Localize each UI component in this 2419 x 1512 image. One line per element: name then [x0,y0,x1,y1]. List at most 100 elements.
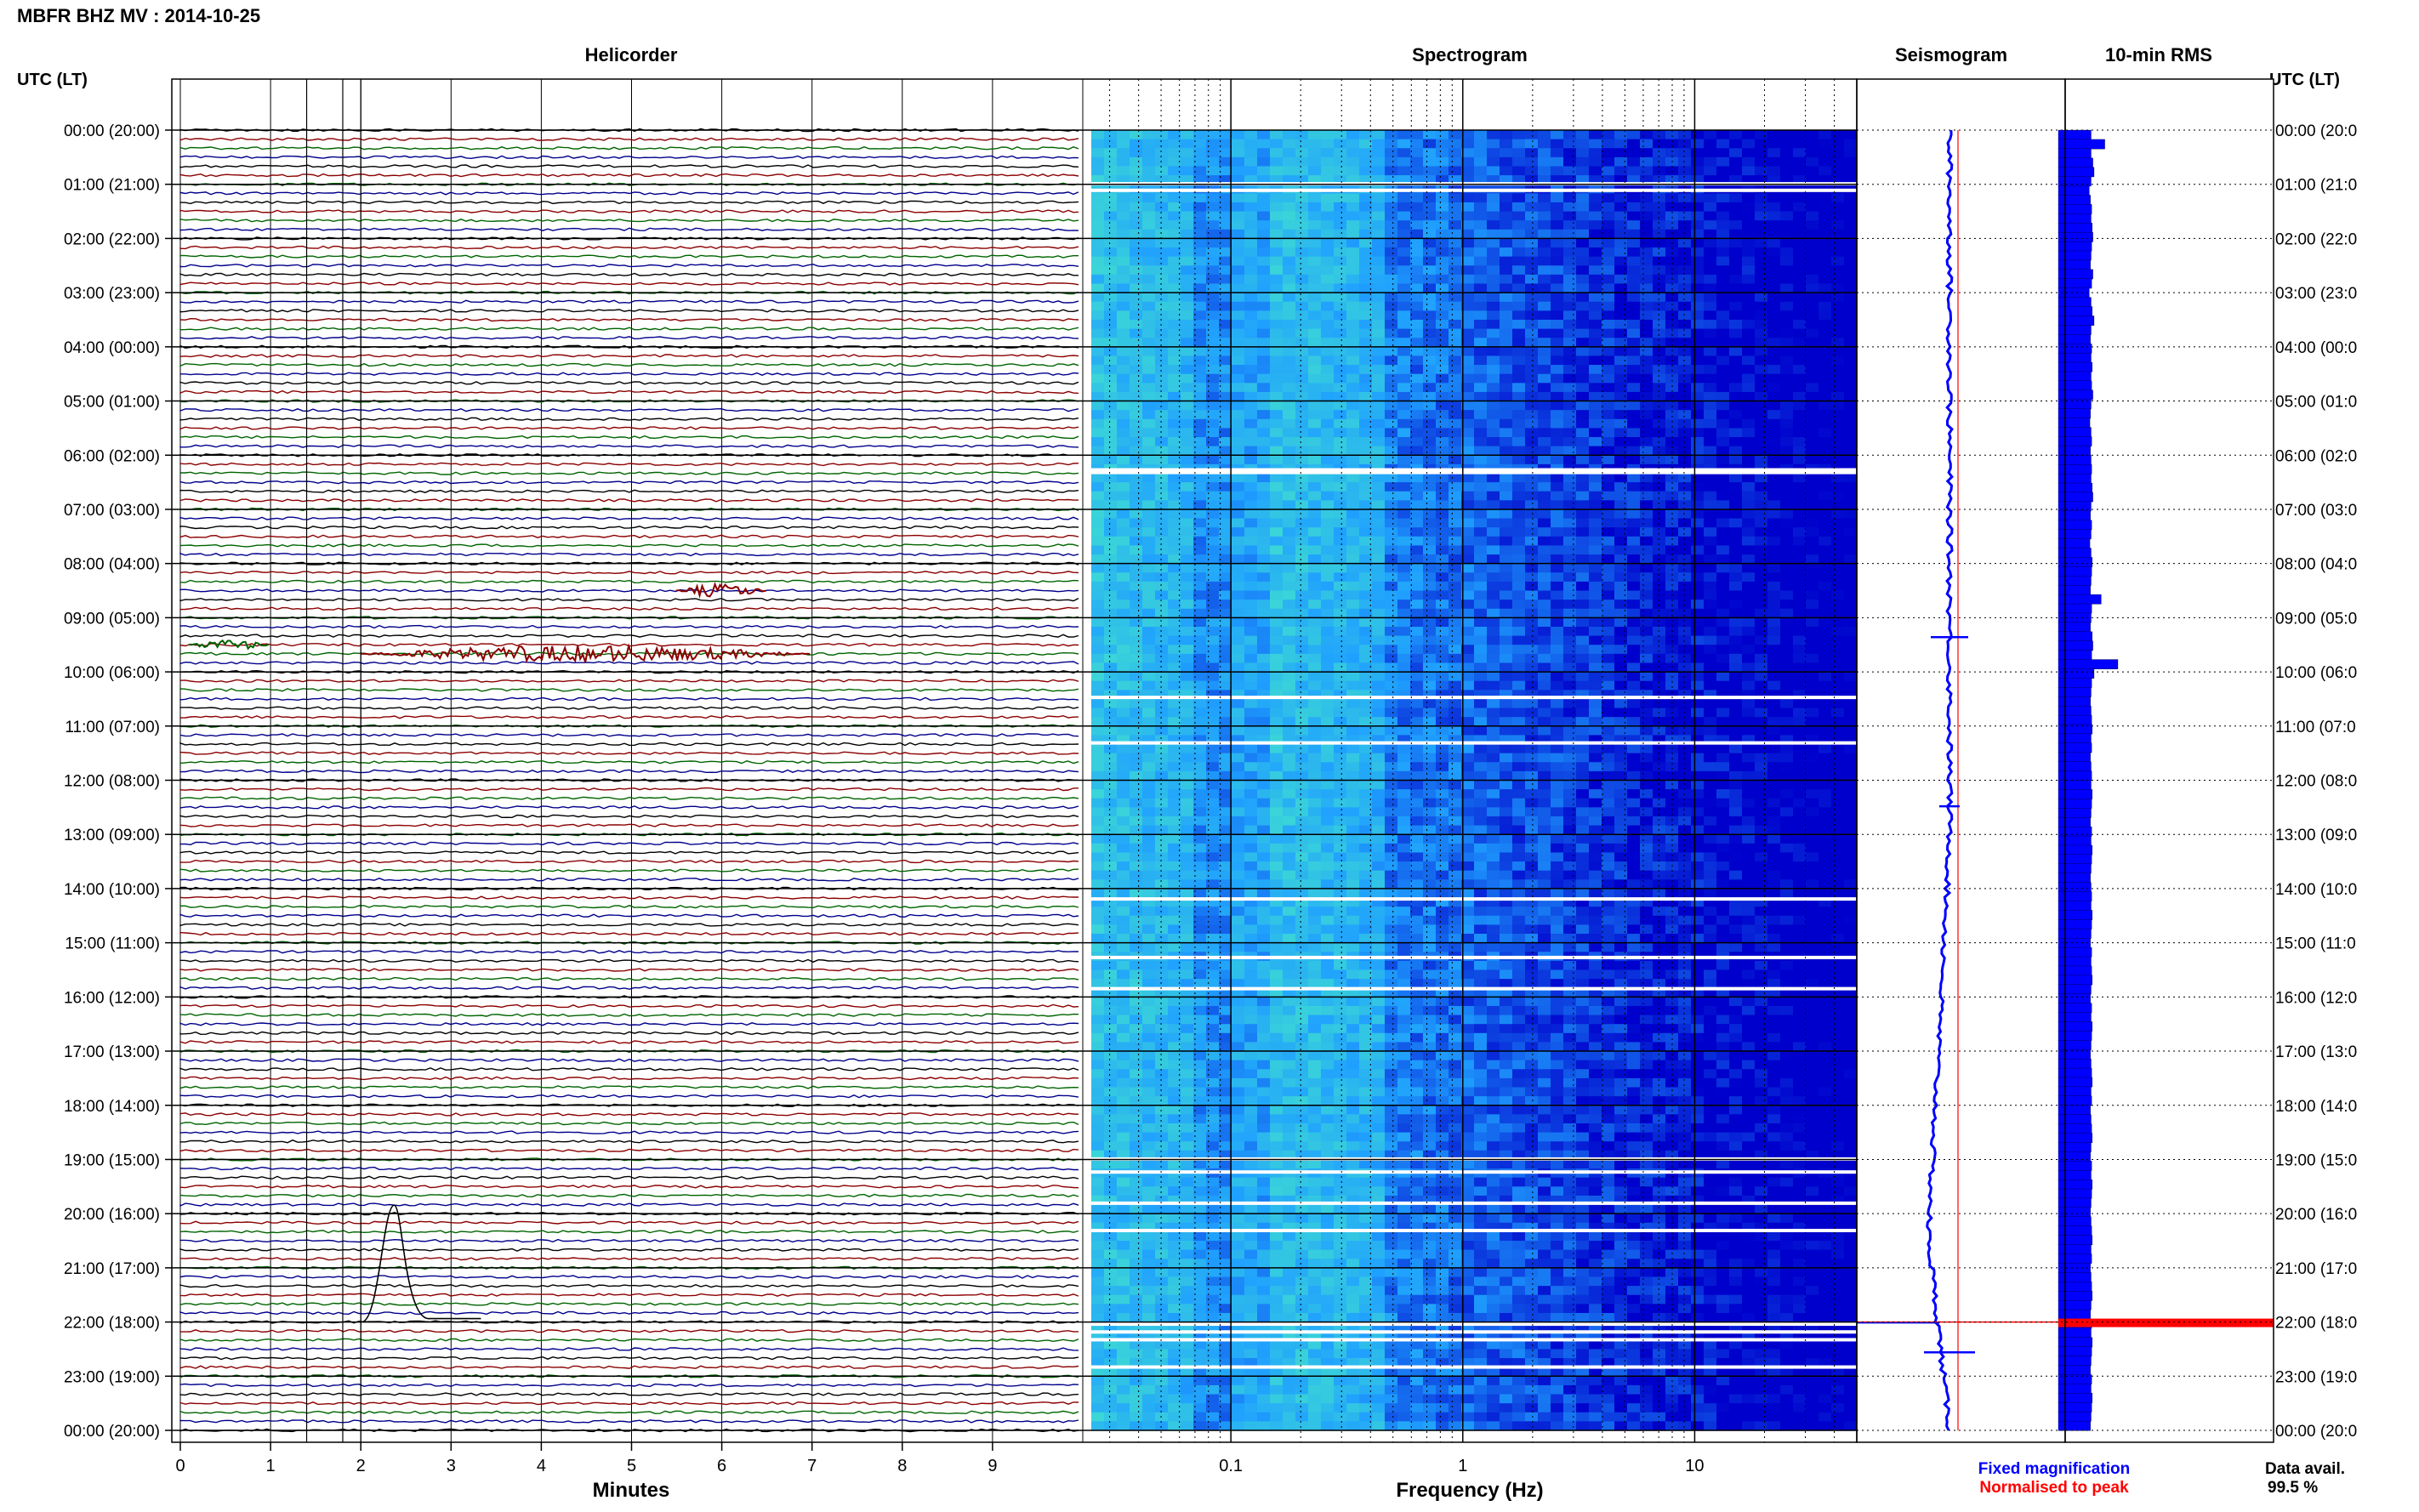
spectrogram-cell [1653,211,1666,221]
spectrogram-cell [1130,635,1143,645]
spectrogram-cell [1806,708,1819,718]
spectrogram-cell [1704,725,1717,736]
spectrogram-cell [1372,383,1386,393]
spectrogram-cell [1525,365,1539,375]
spectrogram-cell [1104,401,1118,411]
spectrogram-cell [1181,328,1194,338]
spectrogram-cell [1767,717,1781,727]
spectrogram-cell [1831,139,1845,149]
spectrogram-cell [1219,156,1232,168]
spectrogram-cell [1359,735,1373,745]
spectrogram-cell [1691,816,1705,827]
spectrogram-cell [1130,211,1143,221]
spectrogram-cell [1168,879,1181,890]
spectrogram-cell [1678,247,1692,258]
spectrogram-cell [1576,247,1590,258]
spectrogram-cell [1436,428,1449,438]
spectrogram-cell [1576,852,1590,862]
spectrogram-cell [1257,202,1271,213]
spectrogram-cell [1806,166,1819,176]
spectrogram-cell [1359,247,1373,258]
spectrogram-cell [1767,770,1781,782]
spectrogram-cell [1283,725,1296,736]
spectrogram-cell [1283,193,1296,203]
spectrogram-cell [1474,770,1488,782]
spectrogram-cell [1359,401,1373,411]
spectrogram-cell [1283,744,1296,754]
spectrogram-cell [1538,247,1551,258]
spectrogram-cell [1181,156,1194,168]
spectrogram-cell [1665,735,1679,745]
spectrogram-cell [1512,789,1526,799]
spectrogram-cell [1206,473,1220,483]
spectrogram-cell [1551,770,1564,782]
spectrogram-cell [1614,383,1628,393]
spectrogram-cell [1614,572,1628,583]
spectrogram-cell [1308,130,1322,140]
spectrogram-cell [1704,617,1717,628]
spectrogram-cell [1627,635,1641,645]
spectrogram-cell [1295,563,1309,573]
spectrogram-cell [1130,274,1143,285]
spectrogram-cell [1793,816,1807,827]
spectrogram-cell [1551,708,1564,718]
spectrogram-cell [1729,156,1743,168]
spectrogram-cell [1104,338,1118,348]
spectrogram-cell [1346,600,1360,610]
spectrogram-cell [1461,563,1475,573]
spectrogram-cell [1257,762,1271,772]
spectrogram-cell [1219,202,1232,213]
spectrogram-cell [1602,373,1615,384]
spectrogram-cell [1819,238,1832,248]
spectrogram-cell [1704,491,1717,501]
spectrogram-cell [1691,202,1705,213]
spectrogram-cell [1397,581,1411,592]
spectrogram-cell [1704,238,1717,248]
spectrogram-cell [1181,744,1194,754]
spectrogram-cell [1142,310,1156,321]
spectrogram-cell [1219,717,1232,727]
spectrogram-cell [1551,401,1564,411]
spectrogram-cell [1461,428,1475,438]
spectrogram-cell [1729,816,1743,827]
spectrogram-cell [1525,428,1539,438]
spectrogram-cell [1640,310,1653,321]
spectrogram-cell [1142,338,1156,348]
spectrogram-cell [1474,130,1488,140]
spectrogram-cell [1206,139,1220,149]
spectrogram-cell [1729,825,1743,835]
spectrogram-cell [1155,193,1169,203]
spectrogram-cell [1551,617,1564,628]
spectrogram-cell [1819,274,1832,285]
spectrogram-cell [1500,256,1513,266]
spectrogram-cell [1729,563,1743,573]
spectrogram-cell [1487,247,1500,258]
spectrogram-cell [1372,293,1386,303]
spectrogram-cell [1640,536,1653,547]
spectrogram-cell [1704,437,1717,447]
spectrogram-cell [1474,166,1488,176]
spectrogram-cell [1793,536,1807,547]
spectrogram-cell [1257,193,1271,203]
spectrogram-cell [1576,220,1590,230]
spectrogram-cell [1436,338,1449,348]
spectrogram-cell [1538,346,1551,357]
spectrogram-cell [1397,798,1411,808]
spectrogram-cell [1716,428,1730,438]
spectrogram-cell [1359,536,1373,547]
spectrogram-cell [1321,410,1335,420]
spectrogram-cell [1193,202,1207,213]
spectrogram-cell [1346,563,1360,573]
spectrogram-cell [1602,626,1615,637]
spectrogram-cell [1538,834,1551,844]
spectrogram-cell [1538,238,1551,248]
spectrogram-cell [1181,789,1194,799]
spectrogram-cell [1385,410,1398,420]
spectrogram-cell [1130,401,1143,411]
spectrogram-cell [1755,346,1768,357]
spectrogram-cell [1525,193,1539,203]
spectrogram-cell [1729,708,1743,718]
spectrogram-cell [1614,717,1628,727]
spectrogram-cell [1359,274,1373,285]
spectrogram-cell [1538,418,1551,429]
